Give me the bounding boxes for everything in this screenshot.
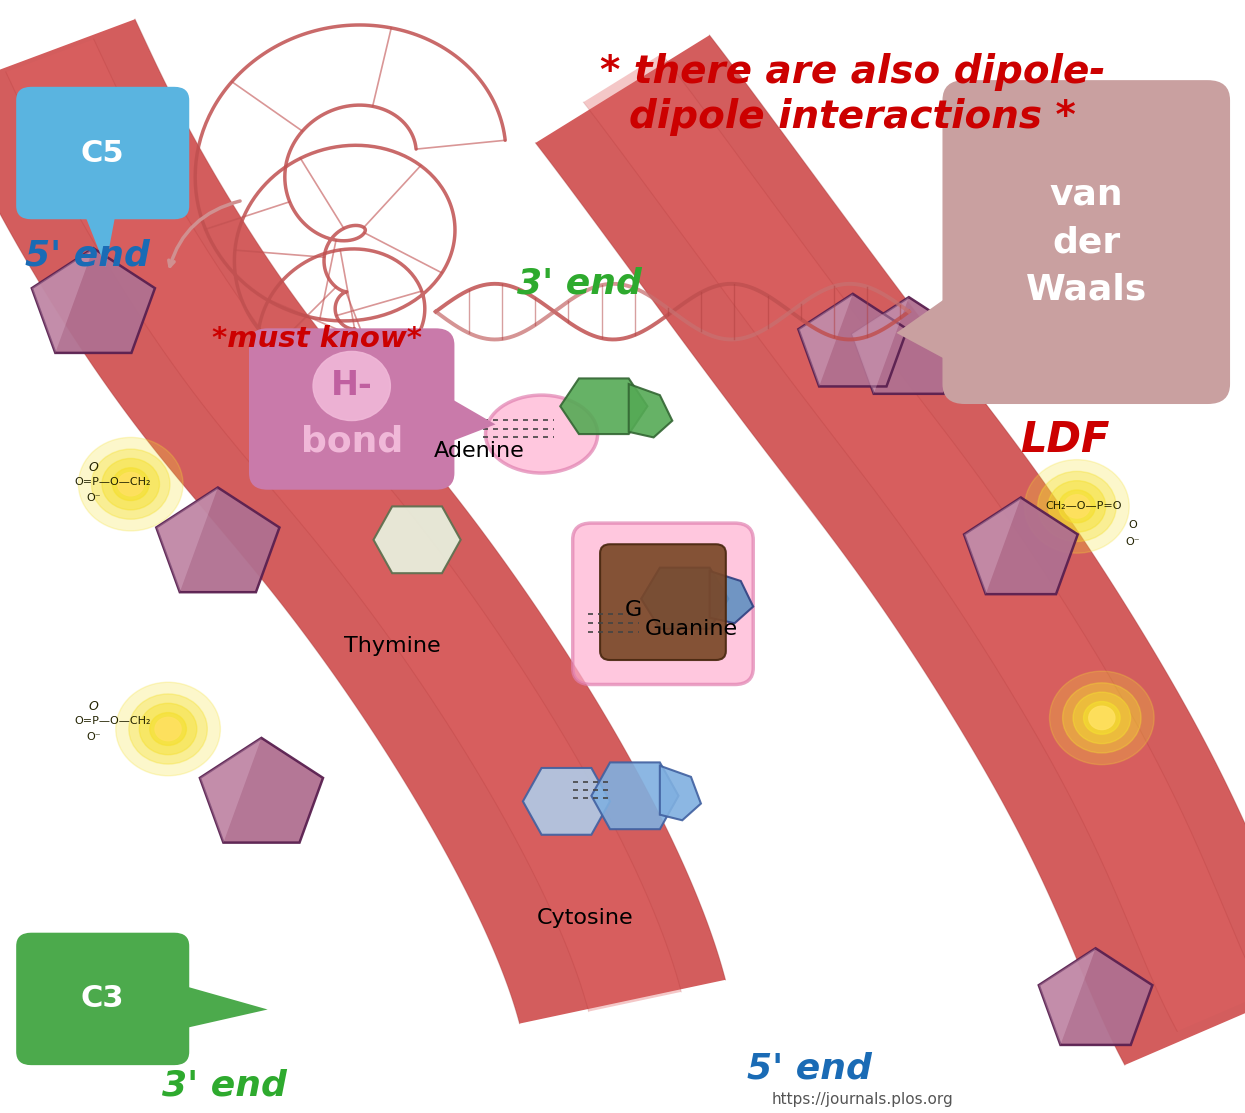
Text: C5: C5 xyxy=(81,138,124,168)
Polygon shape xyxy=(852,297,966,394)
Polygon shape xyxy=(0,19,726,1024)
Ellipse shape xyxy=(486,395,598,473)
Circle shape xyxy=(129,695,207,765)
Circle shape xyxy=(1025,460,1129,553)
Circle shape xyxy=(78,437,183,531)
Polygon shape xyxy=(200,738,322,843)
Polygon shape xyxy=(32,248,93,353)
Polygon shape xyxy=(436,390,496,447)
Circle shape xyxy=(1083,701,1121,735)
Polygon shape xyxy=(200,738,261,843)
Circle shape xyxy=(112,467,149,501)
Polygon shape xyxy=(964,498,1021,594)
Polygon shape xyxy=(174,983,268,1031)
Text: 3' end: 3' end xyxy=(517,267,641,301)
FancyBboxPatch shape xyxy=(573,523,753,684)
Text: dipole interactions *: dipole interactions * xyxy=(630,98,1076,136)
Polygon shape xyxy=(6,39,681,1012)
Polygon shape xyxy=(523,768,610,835)
Circle shape xyxy=(1058,490,1096,523)
Circle shape xyxy=(117,473,143,496)
Text: O⁻: O⁻ xyxy=(86,732,101,741)
Text: O⁻: O⁻ xyxy=(1125,538,1140,546)
Circle shape xyxy=(1073,692,1130,743)
Polygon shape xyxy=(896,285,965,370)
Circle shape xyxy=(102,459,159,510)
Circle shape xyxy=(1063,683,1142,754)
Polygon shape xyxy=(1038,948,1153,1045)
FancyBboxPatch shape xyxy=(942,80,1230,404)
Circle shape xyxy=(149,712,187,746)
Text: LDF: LDF xyxy=(1020,418,1109,461)
Text: CH₂—O—P=O: CH₂—O—P=O xyxy=(1046,502,1122,511)
Polygon shape xyxy=(852,297,909,394)
Text: Cytosine: Cytosine xyxy=(537,908,634,928)
Text: *must know*: *must know* xyxy=(213,325,422,354)
Text: van
der
Waals: van der Waals xyxy=(1026,178,1147,306)
Circle shape xyxy=(1048,481,1106,532)
FancyBboxPatch shape xyxy=(16,933,189,1065)
Polygon shape xyxy=(535,36,1245,1065)
Text: 3' end: 3' end xyxy=(162,1068,286,1102)
Text: O: O xyxy=(88,700,98,713)
Text: * there are also dipole-: * there are also dipole- xyxy=(600,53,1106,91)
Circle shape xyxy=(312,352,391,421)
Text: O: O xyxy=(1128,521,1138,530)
Text: 5' end: 5' end xyxy=(747,1052,872,1085)
Text: O=P—O—CH₂: O=P—O—CH₂ xyxy=(75,477,151,486)
Text: C3: C3 xyxy=(81,984,124,1014)
Text: Guanine: Guanine xyxy=(645,619,737,639)
Text: H-: H- xyxy=(331,370,372,403)
Circle shape xyxy=(156,718,182,741)
FancyBboxPatch shape xyxy=(249,328,454,490)
Polygon shape xyxy=(560,378,647,434)
Polygon shape xyxy=(1038,948,1096,1045)
Text: 5' end: 5' end xyxy=(25,239,149,273)
Text: G: G xyxy=(625,600,642,620)
Text: O: O xyxy=(88,461,98,474)
Circle shape xyxy=(92,450,169,520)
Circle shape xyxy=(1050,671,1154,765)
Circle shape xyxy=(1038,472,1116,542)
Text: bond: bond xyxy=(300,424,403,459)
Polygon shape xyxy=(798,294,908,386)
FancyBboxPatch shape xyxy=(16,87,189,219)
FancyBboxPatch shape xyxy=(600,544,726,660)
Circle shape xyxy=(1063,494,1091,519)
Polygon shape xyxy=(157,487,279,592)
Polygon shape xyxy=(660,766,701,820)
Text: Adenine: Adenine xyxy=(435,441,524,461)
Text: https://journals.plos.org: https://journals.plos.org xyxy=(772,1093,954,1107)
Polygon shape xyxy=(157,487,218,592)
Polygon shape xyxy=(32,248,154,353)
Polygon shape xyxy=(641,568,728,629)
Circle shape xyxy=(139,703,197,755)
Polygon shape xyxy=(710,571,753,623)
Polygon shape xyxy=(964,498,1078,594)
Polygon shape xyxy=(584,53,1245,1032)
Polygon shape xyxy=(591,762,679,829)
Text: Thymine: Thymine xyxy=(344,636,441,656)
Polygon shape xyxy=(798,294,853,386)
Circle shape xyxy=(116,682,220,776)
Polygon shape xyxy=(374,506,461,573)
Circle shape xyxy=(1088,707,1116,730)
Text: O⁻: O⁻ xyxy=(86,493,101,502)
Polygon shape xyxy=(629,384,672,437)
Polygon shape xyxy=(81,206,117,267)
Text: O=P—O—CH₂: O=P—O—CH₂ xyxy=(75,717,151,726)
